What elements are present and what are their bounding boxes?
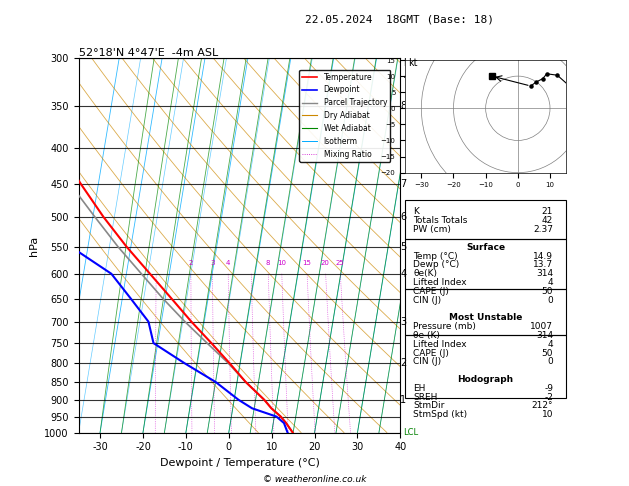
Text: 2: 2: [401, 358, 406, 368]
Text: 0: 0: [547, 295, 554, 305]
Text: kt: kt: [408, 58, 418, 68]
Bar: [405, 239, 566, 289]
Text: 3: 3: [401, 317, 406, 327]
Point: [587, 166, 597, 174]
Bar: [405, 200, 566, 239]
Text: 7: 7: [401, 179, 406, 190]
Text: 4: 4: [401, 269, 406, 279]
Text: 14.9: 14.9: [533, 252, 554, 260]
Point: [532, 78, 542, 86]
Text: 1007: 1007: [530, 322, 554, 331]
Text: 10: 10: [542, 410, 554, 419]
Text: LCL: LCL: [404, 428, 419, 437]
Point: [569, 202, 579, 210]
Text: 1: 1: [401, 395, 406, 405]
Text: Surface: Surface: [466, 243, 505, 252]
Text: 8: 8: [265, 260, 270, 266]
Text: 212°: 212°: [532, 401, 554, 411]
Text: 4: 4: [226, 260, 230, 266]
Text: 20: 20: [321, 260, 330, 266]
Text: 13.7: 13.7: [533, 260, 554, 269]
Text: K: K: [413, 208, 419, 216]
Text: Lifted Index: Lifted Index: [413, 278, 467, 287]
Y-axis label: hPa: hPa: [29, 235, 39, 256]
Text: -2: -2: [544, 393, 554, 401]
Text: Totals Totals: Totals Totals: [413, 216, 467, 225]
Text: StmSpd (kt): StmSpd (kt): [413, 410, 467, 419]
Text: Hodograph: Hodograph: [457, 375, 514, 384]
Text: 314: 314: [536, 331, 554, 340]
Text: 2: 2: [189, 260, 193, 266]
Text: Lifted Index: Lifted Index: [413, 340, 467, 349]
Text: θe(K): θe(K): [413, 269, 437, 278]
Text: 15: 15: [302, 260, 311, 266]
Text: 52°18'N 4°47'E  -4m ASL: 52°18'N 4°47'E -4m ASL: [79, 48, 218, 57]
Text: StmDir: StmDir: [413, 401, 445, 411]
Text: 4: 4: [548, 278, 554, 287]
Text: Pressure (mb): Pressure (mb): [413, 322, 476, 331]
Text: 0: 0: [547, 357, 554, 366]
Text: CAPE (J): CAPE (J): [413, 348, 449, 358]
Text: θe (K): θe (K): [413, 331, 440, 340]
Text: 6: 6: [401, 212, 406, 222]
Text: -9: -9: [544, 384, 554, 393]
Point: [567, 85, 577, 92]
Point: [577, 104, 587, 112]
Text: 22.05.2024  18GMT (Base: 18): 22.05.2024 18GMT (Base: 18): [305, 15, 494, 25]
Text: 42: 42: [542, 216, 554, 225]
Text: SREH: SREH: [413, 393, 438, 401]
Text: 2.37: 2.37: [533, 225, 554, 234]
Text: Most Unstable: Most Unstable: [449, 313, 522, 322]
Text: CIN (J): CIN (J): [413, 357, 442, 366]
Text: Temp (°C): Temp (°C): [413, 252, 458, 260]
Point: [588, 132, 598, 139]
Legend: Temperature, Dewpoint, Parcel Trajectory, Dry Adiabat, Wet Adiabat, Isotherm, Mi: Temperature, Dewpoint, Parcel Trajectory…: [299, 69, 390, 162]
Text: 3: 3: [210, 260, 214, 266]
Text: CIN (J): CIN (J): [413, 295, 442, 305]
Text: EH: EH: [413, 384, 426, 393]
Point: [526, 82, 536, 90]
Text: 50: 50: [542, 287, 554, 296]
Text: 10: 10: [277, 260, 286, 266]
Text: 8: 8: [401, 101, 406, 111]
Point: [542, 70, 552, 78]
Text: © weatheronline.co.uk: © weatheronline.co.uk: [263, 474, 366, 484]
Text: 25: 25: [335, 260, 344, 266]
Bar: [405, 289, 566, 335]
Text: km
ASL: km ASL: [404, 58, 422, 80]
Text: PW (cm): PW (cm): [413, 225, 451, 234]
Text: CAPE (J): CAPE (J): [413, 287, 449, 296]
Text: 50: 50: [542, 348, 554, 358]
Point: [538, 75, 548, 83]
Text: 314: 314: [536, 269, 554, 278]
Text: Dewp (°C): Dewp (°C): [413, 260, 460, 269]
X-axis label: Dewpoint / Temperature (°C): Dewpoint / Temperature (°C): [160, 458, 320, 468]
Point: [552, 71, 562, 79]
Text: 21: 21: [542, 208, 554, 216]
Text: 4: 4: [548, 340, 554, 349]
Bar: [405, 335, 566, 398]
Text: 5: 5: [401, 242, 406, 252]
